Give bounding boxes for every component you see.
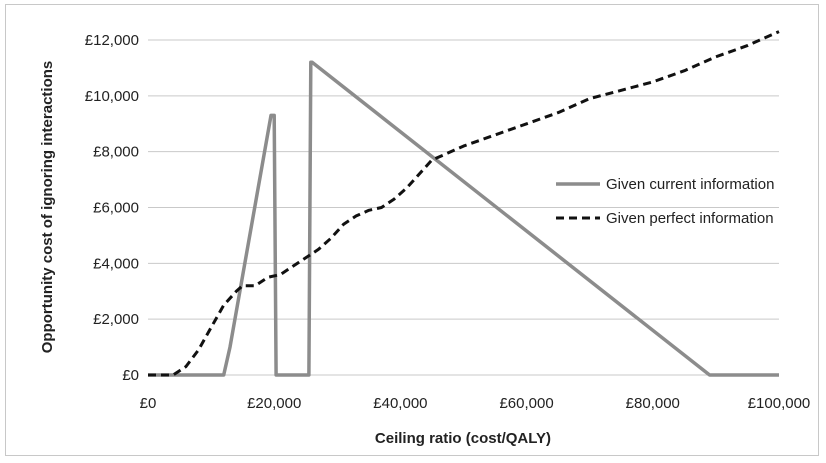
legend: Given current information Given perfect i… xyxy=(556,176,774,227)
x-tick-label: £0 xyxy=(140,395,157,412)
x-tick-labels: £0 £20,000 £40,000 £60,000 £80,000 £100,000 xyxy=(140,395,811,412)
y-tick-label: £6,000 xyxy=(93,200,139,217)
chart-frame xyxy=(5,4,819,456)
y-tick-labels: £0 £2,000 £4,000 £6,000 £8,000 £10,000 £12,000 xyxy=(85,32,139,384)
gridlines xyxy=(148,39,779,376)
y-tick-label: £4,000 xyxy=(93,255,139,272)
x-tick-label: £80,000 xyxy=(626,395,680,412)
y-tick-label: £2,000 xyxy=(93,311,139,328)
y-tick-label: £0 xyxy=(122,367,139,384)
legend-label: Given current information xyxy=(606,176,774,193)
x-tick-label: £20,000 xyxy=(247,395,301,412)
series-lines xyxy=(148,30,780,377)
series-line-current-information xyxy=(148,60,779,377)
y-tick-label: £10,000 xyxy=(85,88,139,105)
y-tick-label: £8,000 xyxy=(93,144,139,161)
y-tick-label: £12,000 xyxy=(85,32,139,49)
x-tick-label: £60,000 xyxy=(499,395,553,412)
y-axis-title: Opportunity cost of ignoring interaction… xyxy=(39,61,56,354)
x-tick-label: £40,000 xyxy=(373,395,427,412)
legend-label: Given perfect information xyxy=(606,210,774,227)
series-line-perfect-information xyxy=(148,30,780,377)
x-axis-title: Ceiling ratio (cost/QALY) xyxy=(375,430,551,447)
x-tick-label: £100,000 xyxy=(748,395,811,412)
